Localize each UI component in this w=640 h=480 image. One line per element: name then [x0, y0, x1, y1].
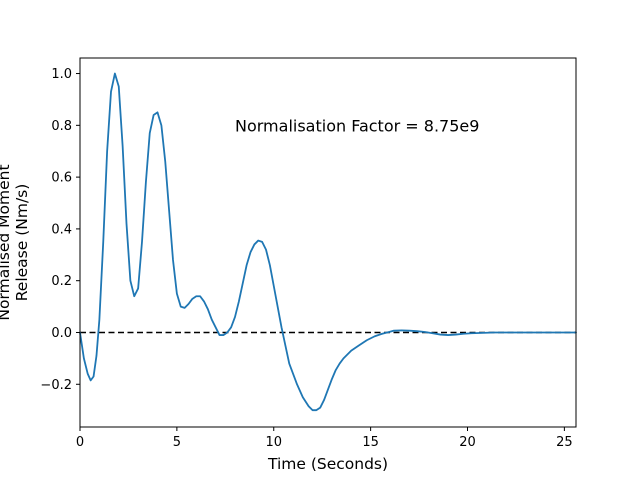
y-tick-label: 0.6	[51, 171, 72, 186]
y-axis-label-line-1: Normalised Moment	[0, 164, 13, 320]
x-tick-label: 15	[362, 435, 379, 450]
y-tick-label: 1.0	[51, 67, 72, 82]
y-tick-label: 0.4	[51, 222, 72, 237]
annotation-text: Normalisation Factor = 8.75e9	[235, 116, 479, 135]
y-tick-label: 0.0	[51, 326, 72, 341]
x-tick-label: 0	[76, 435, 84, 450]
x-tick-label: 5	[173, 435, 181, 450]
x-tick-label: 20	[459, 435, 476, 450]
y-tick-label: −0.2	[40, 378, 72, 393]
x-tick-label: 25	[556, 435, 573, 450]
plot-area-frame	[79, 57, 577, 428]
y-tick-label: 0.8	[51, 119, 72, 134]
series-line-1	[79, 72, 577, 412]
x-axis-label: Time (Seconds)	[267, 455, 388, 473]
x-tick-label: 10	[265, 435, 282, 450]
ticks-layer: 0 5 10 15 20 25 −0.2 0.0 0.2 0.4 0.6 0.8 1.0	[40, 67, 572, 450]
y-axis-label-line-2: Release (Nm/s)	[13, 184, 31, 302]
y-tick-label: 0.2	[51, 274, 72, 289]
plot-layer	[79, 72, 577, 412]
